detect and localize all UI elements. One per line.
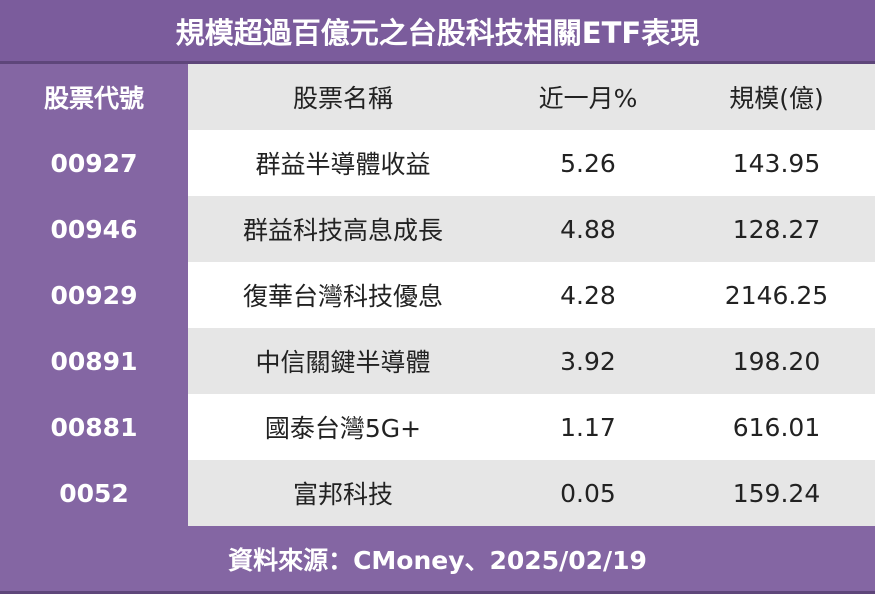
row-name: 群益科技高息成長 [242, 216, 443, 245]
table-row: 中信關鍵半導體 3.92 198.20 [188, 328, 875, 394]
row-return: 3.92 [560, 346, 616, 376]
table-title: 規模超過百億元之台股科技相關ETF表現 [0, 0, 875, 64]
header-row: 股票名稱 近一月% 規模(億) [188, 64, 875, 130]
row-size: 159.24 [732, 478, 821, 508]
table-row: 復華台灣科技優息 4.28 2146.25 [188, 262, 875, 328]
row-size: 2146.25 [724, 280, 829, 310]
row-name: 中信關鍵半導體 [255, 348, 431, 377]
table-row: 國泰台灣5G+ 1.17 616.01 [188, 394, 875, 460]
row-name: 群益半導體收益 [255, 150, 431, 179]
row-size: 616.01 [732, 412, 821, 442]
row-size: 198.20 [732, 346, 821, 376]
bottom-divider [0, 591, 875, 594]
header-size: 規模(億) [729, 84, 824, 113]
row-return: 1.17 [560, 412, 616, 442]
header-name: 股票名稱 [292, 84, 393, 113]
table-row: 群益科技高息成長 4.88 128.27 [188, 196, 875, 262]
row-code: 00891 [50, 346, 138, 376]
row-code: 00881 [50, 412, 138, 442]
row-name: 富邦科技 [292, 480, 393, 509]
row-name: 國泰台灣5G+ [264, 414, 422, 443]
table-row: 群益半導體收益 5.26 143.95 [188, 130, 875, 196]
header-code: 股票代號 [43, 84, 144, 113]
row-code: 0052 [59, 478, 129, 508]
table-row: 富邦科技 0.05 159.24 [188, 460, 875, 526]
row-size: 143.95 [732, 148, 821, 178]
source-note: 資料來源：CMoney、2025/02/19 [0, 527, 875, 591]
row-size: 128.27 [732, 214, 821, 244]
row-code: 00946 [50, 214, 138, 244]
row-code: 00927 [50, 148, 138, 178]
row-return: 0.05 [560, 478, 616, 508]
header-return: 近一月% [538, 84, 638, 113]
row-return: 4.28 [560, 280, 616, 310]
row-return: 5.26 [560, 148, 616, 178]
code-column-bg [0, 64, 188, 527]
row-name: 復華台灣科技優息 [242, 282, 443, 311]
row-code: 00929 [50, 280, 138, 310]
row-return: 4.88 [560, 214, 616, 244]
